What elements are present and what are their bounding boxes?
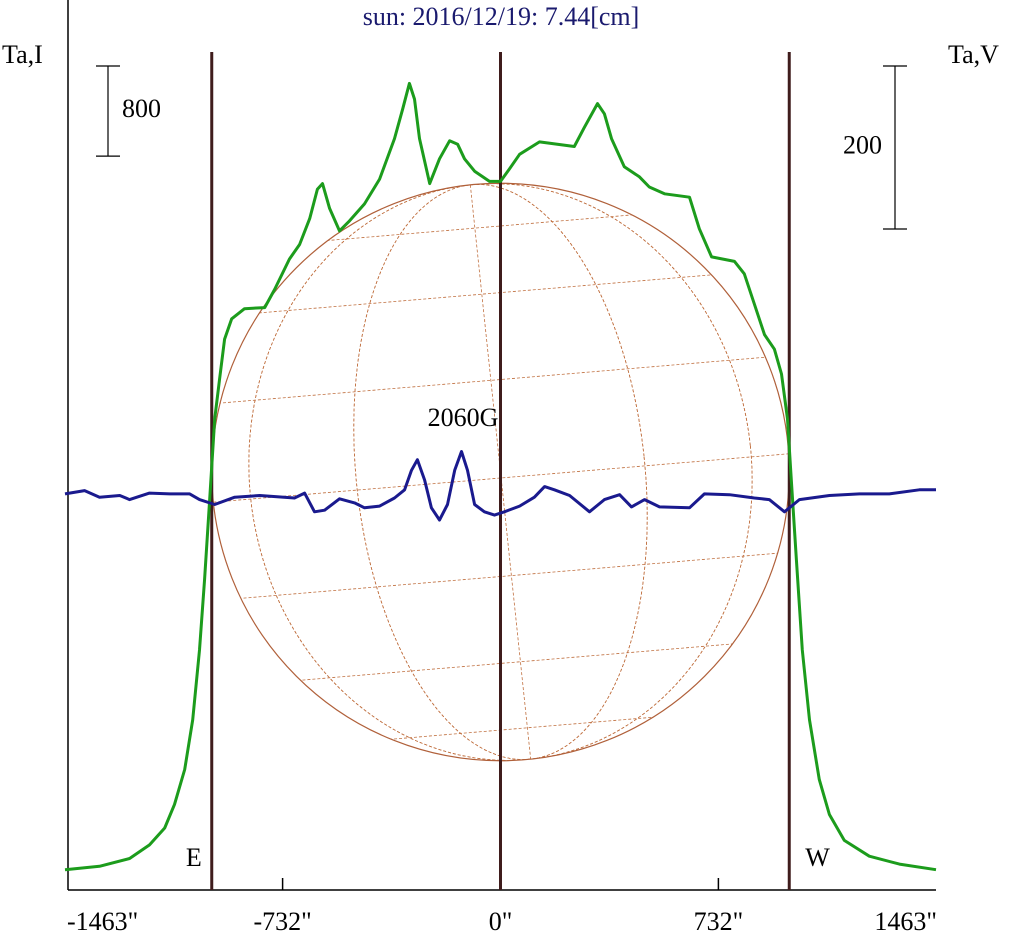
- annotation: 2060G: [428, 403, 499, 432]
- series-line: [64, 81, 937, 872]
- chart-title: sun: 2016/12/19: 7.44[cm]: [363, 2, 640, 31]
- scale-bar-label: 200: [843, 130, 882, 159]
- x-tick-label: -1463": [67, 907, 138, 936]
- parallel: [193, 269, 770, 319]
- x-tick-label: 732": [694, 907, 744, 936]
- x-tick-label: 1463": [874, 907, 937, 936]
- x-tick-label: -732": [253, 907, 311, 936]
- parallel: [232, 637, 809, 687]
- scale-bar-label: 800: [122, 94, 161, 123]
- annotation: E: [186, 843, 202, 872]
- x-tick-label: 0": [489, 907, 513, 936]
- parallel: [213, 453, 789, 503]
- series-line: [64, 450, 936, 522]
- parallel: [187, 203, 763, 253]
- y2-axis-label: Ta,V: [948, 40, 999, 69]
- y-axis-label: Ta,I: [2, 40, 43, 69]
- meridian: [248, 183, 753, 761]
- parallel: [223, 550, 800, 601]
- annotation: W: [805, 843, 830, 872]
- parallel: [203, 355, 779, 405]
- meridian: [469, 184, 532, 760]
- meridian: [353, 184, 648, 760]
